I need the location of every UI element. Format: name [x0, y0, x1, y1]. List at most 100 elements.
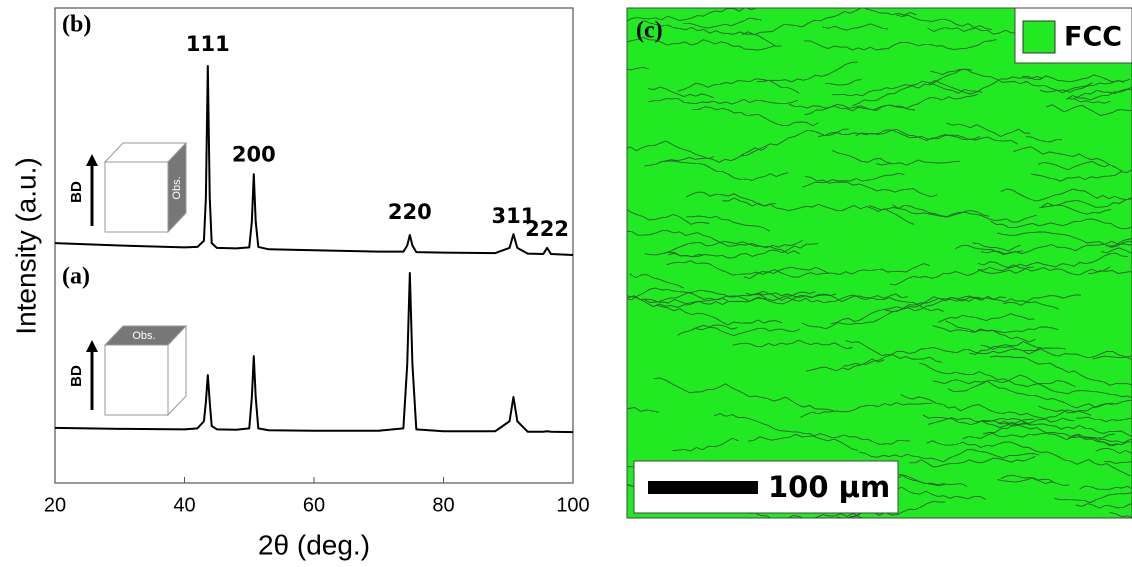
grain-boundary	[747, 433, 910, 445]
grain-boundary	[859, 449, 1040, 463]
grain-boundary	[774, 512, 865, 518]
grain-boundary	[919, 362, 1076, 388]
panel-label: (a)	[62, 264, 90, 290]
grain-boundary	[977, 261, 1111, 276]
grain-boundary	[928, 75, 1043, 95]
grain-boundary	[818, 128, 981, 141]
xrd-line	[54, 272, 574, 434]
panel-label: (c)	[636, 18, 663, 44]
grain-boundary	[627, 209, 710, 225]
grain-boundary	[889, 266, 1034, 286]
grain-boundary	[647, 97, 798, 105]
grain-boundary	[1100, 247, 1132, 254]
grain-boundary	[884, 297, 1060, 312]
grain-boundary	[900, 394, 1075, 423]
grain-boundary	[627, 230, 800, 255]
grain-boundary	[629, 273, 684, 289]
grain-boundary	[947, 374, 1132, 399]
grain-boundary	[627, 8, 764, 22]
grain-boundary	[1092, 355, 1132, 360]
grain-boundary	[1075, 503, 1132, 509]
grain-boundary	[845, 340, 942, 363]
grain-boundary	[955, 237, 1132, 255]
grain-boundary	[1038, 399, 1132, 414]
grain-boundary	[801, 295, 1006, 330]
grain-boundary	[969, 340, 1066, 355]
grain-boundary	[869, 205, 990, 218]
grain-boundary	[742, 8, 917, 36]
grain-boundary	[1039, 204, 1112, 215]
grain-boundary	[930, 68, 1093, 94]
grain-boundary	[980, 344, 1132, 361]
grain-boundary	[852, 68, 973, 107]
xrd-line	[54, 64, 574, 256]
grain-boundary	[804, 39, 997, 51]
grain-boundary	[677, 324, 738, 336]
grain-boundary	[932, 325, 1059, 334]
grain-boundary	[1066, 88, 1132, 100]
grain-boundary	[972, 242, 1021, 252]
grain-boundary	[932, 379, 1114, 409]
grain-boundary	[977, 252, 1128, 272]
inset-cube: BD Obs.	[68, 141, 188, 234]
arrow-head	[86, 154, 98, 166]
grain-boundaries	[627, 8, 1132, 518]
grain-boundary	[1054, 492, 1132, 504]
grain-boundary	[832, 80, 983, 97]
grain-boundary	[1037, 160, 1123, 172]
grain-boundary	[983, 417, 1132, 437]
grain-boundary	[653, 377, 834, 412]
grain-boundary	[892, 204, 1037, 223]
grain-boundary	[627, 407, 659, 413]
grain-boundary	[806, 358, 885, 372]
grain-boundary	[1041, 198, 1132, 208]
grain-boundary	[1013, 146, 1110, 165]
grain-boundary	[666, 260, 829, 278]
grain-boundary	[982, 409, 1092, 435]
grain-boundary	[990, 218, 1132, 230]
grain-boundary	[1021, 74, 1131, 83]
x-tick-label: 20	[44, 494, 66, 516]
grain-boundary	[692, 106, 819, 127]
grain-boundary	[672, 437, 739, 452]
grain-boundary	[627, 66, 649, 71]
face-label: Obs.	[132, 330, 155, 342]
legend-label: FCC	[1064, 22, 1122, 53]
grain-boundary	[831, 150, 893, 165]
grain-boundary	[1002, 294, 1082, 306]
grain-boundary	[802, 172, 905, 188]
grain-boundary	[962, 431, 1119, 447]
arrow-label: BD	[68, 365, 85, 387]
grain-boundary	[757, 290, 944, 312]
grain-boundary	[1030, 169, 1132, 182]
grain-boundary	[842, 346, 1042, 367]
ebsd-map: (c) FCC 100 μm	[626, 7, 1132, 519]
panel-label: (b)	[62, 12, 91, 38]
grain-boundary	[855, 129, 1018, 145]
grain-boundary	[732, 339, 853, 350]
grain-boundary	[1039, 79, 1124, 93]
cube-side	[167, 324, 187, 417]
grain-boundary	[830, 296, 981, 325]
grain-boundary	[1073, 98, 1111, 104]
grain-boundary	[686, 215, 771, 232]
x-tick-label: 80	[432, 494, 454, 516]
arrow-label: BD	[68, 181, 85, 203]
inset-cube: BD Obs.	[68, 324, 188, 417]
grain-boundary	[1000, 474, 1056, 484]
grain-boundary	[1066, 86, 1132, 101]
grain-boundary	[927, 417, 1030, 429]
grain-boundary	[683, 17, 762, 29]
grain-boundary	[1098, 438, 1132, 444]
x-axis-label: 2θ (deg.)	[258, 529, 370, 560]
grain-boundary	[997, 418, 1034, 425]
grain-boundary	[822, 23, 889, 31]
grain-boundary	[1026, 136, 1063, 143]
peak-label: 200	[232, 142, 276, 166]
grain-boundary	[1088, 270, 1132, 274]
grain-boundary	[664, 240, 803, 254]
grain-boundary	[644, 160, 789, 181]
grain-boundary	[1046, 104, 1132, 116]
grain-boundary	[665, 146, 768, 163]
